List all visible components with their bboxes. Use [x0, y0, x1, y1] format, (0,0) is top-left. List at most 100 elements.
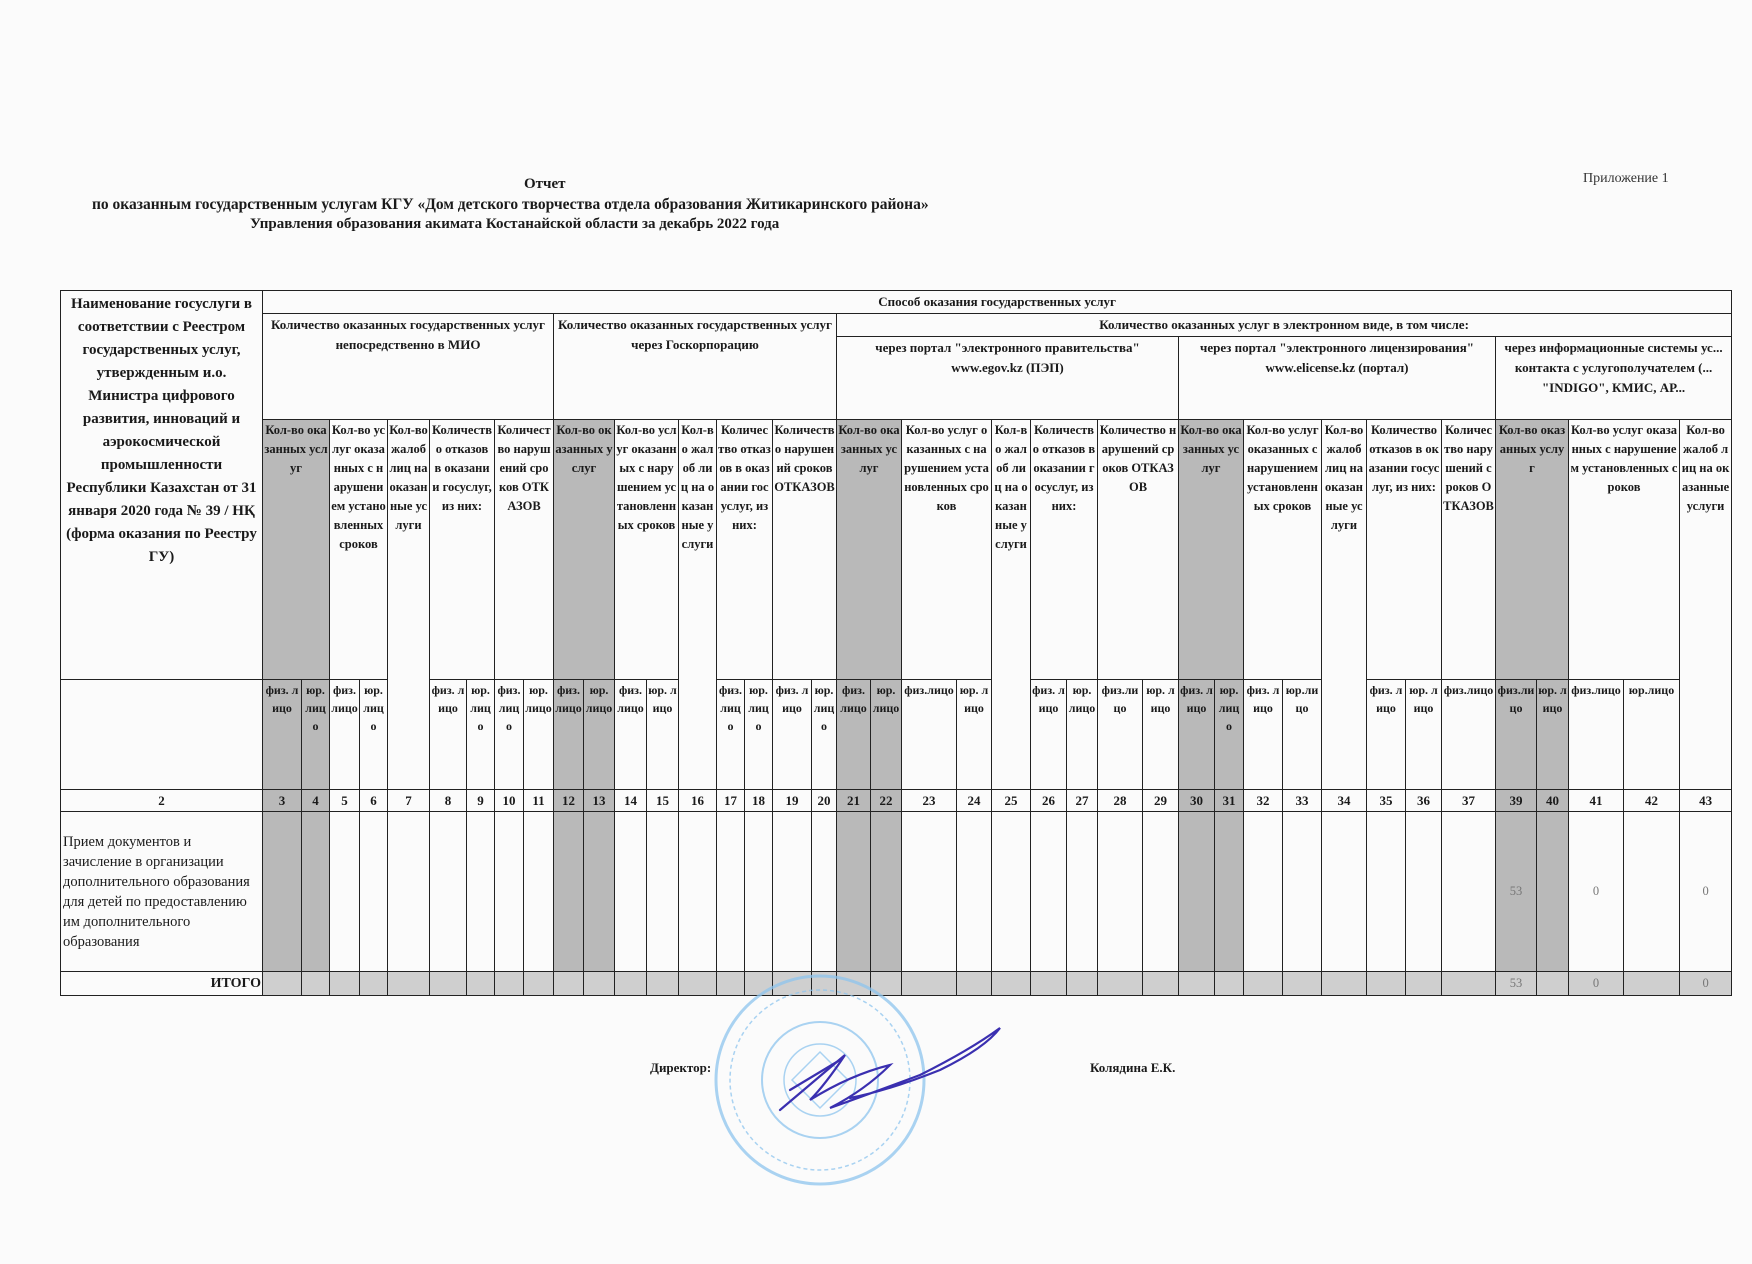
- column-number: 25: [991, 789, 1031, 812]
- col-header: Кол-во жалоб лиц на оказанные услуги: [678, 419, 717, 790]
- column-number: 35: [1366, 789, 1406, 812]
- value-cell: [359, 811, 388, 972]
- total-value: [583, 971, 615, 996]
- report-subtitle-line1: по оказанным государственным услугам КГУ…: [92, 196, 929, 213]
- column-number: 37: [1441, 789, 1496, 812]
- column-number: 5: [329, 789, 360, 812]
- person-type-label: юр.лицо: [1623, 679, 1680, 790]
- column-number: 39: [1495, 789, 1537, 812]
- column-number: 24: [956, 789, 992, 812]
- person-type-label: физ. лицо: [1243, 679, 1283, 790]
- subheader-row: физ. лицо юр. лицо физ. лицо юр. лицо физ. л…: [60, 679, 1732, 790]
- value-cell: [956, 811, 992, 972]
- value-cell: [1405, 811, 1442, 972]
- portal-egov-header: через портал "электронного правительства…: [836, 336, 1179, 420]
- column-number: 32: [1243, 789, 1283, 812]
- total-value: [956, 971, 992, 996]
- value-cell: [772, 811, 812, 972]
- person-type-label: юр.лицо: [1282, 679, 1322, 790]
- value-cell: [716, 811, 745, 972]
- col-header: Кол-во оказанных услуг: [262, 419, 330, 680]
- table-row: Прием документов и зачисление в организа…: [60, 811, 1733, 972]
- value-cell: [870, 811, 902, 972]
- person-type-label: юр. лицо: [1142, 679, 1179, 790]
- column-number: 20: [811, 789, 837, 812]
- person-type-label: физ. лицо: [836, 679, 871, 790]
- total-value: [553, 971, 584, 996]
- total-value: [1441, 971, 1496, 996]
- col-header: Кол-во жалоб лиц на оказанные услуги: [991, 419, 1031, 790]
- person-type-label: юр. лицо: [1405, 679, 1442, 790]
- value-cell: 53: [1495, 811, 1537, 972]
- column-number: 21: [836, 789, 871, 812]
- total-value: 53: [1495, 971, 1537, 996]
- report-title: Отчет: [524, 176, 566, 192]
- column-number: 34: [1321, 789, 1367, 812]
- person-type-label: юр. лицо: [1536, 679, 1569, 790]
- col-header: Количество отказов в оказании госуслуг, …: [1030, 419, 1098, 680]
- person-type-label: юр. лицо: [1214, 679, 1244, 790]
- person-type-label: физ.лицо: [1568, 679, 1624, 790]
- value-cell: [1066, 811, 1098, 972]
- value-cell: [1441, 811, 1496, 972]
- services-report-table: Наименование госуслуги в соответствии с …: [60, 290, 1733, 996]
- report-subtitle-line2: Управления образования акимата Костанайс…: [250, 216, 780, 232]
- column-number: 22: [870, 789, 902, 812]
- total-row: ИТОГО 53 0 0: [60, 971, 1733, 996]
- column-number-row: 2 3 4 5 6 7 8 9 10 11 12 13 14 15 16 17 18 19 20 21 22 23 24 25…: [60, 789, 1733, 812]
- person-type-label: физ. лицо: [429, 679, 467, 790]
- group-goscorp-header: Количество оказанных государственных усл…: [553, 313, 837, 420]
- column-number: 29: [1142, 789, 1179, 812]
- person-type-label: юр. лицо: [466, 679, 495, 790]
- column-number: 14: [614, 789, 647, 812]
- col-header: Количество нарушений сроков ОТКАЗОВ: [1441, 419, 1496, 680]
- column-number: 15: [646, 789, 679, 812]
- method-header: Способ оказания государственных услуг: [261, 290, 1733, 314]
- value-cell: [1366, 811, 1406, 972]
- total-value: [678, 971, 717, 996]
- total-value: [646, 971, 679, 996]
- total-value: [262, 971, 302, 996]
- value-cell: [301, 811, 330, 972]
- column-number: 11: [523, 789, 554, 812]
- value-cell: [494, 811, 524, 972]
- total-value: [1214, 971, 1244, 996]
- total-value: [1178, 971, 1215, 996]
- total-value: [494, 971, 524, 996]
- column-number: 19: [772, 789, 812, 812]
- director-name: Колядина Е.К.: [1090, 1060, 1176, 1075]
- col-header: Количество нарушений сроков ОТКАЗОВ: [1097, 419, 1179, 680]
- col-header: Количество нарушений сроков ОТКАЗОВ: [772, 419, 837, 680]
- appendix-label: Приложение 1: [1583, 171, 1669, 186]
- value-cell: [811, 811, 837, 972]
- column-number: 31: [1214, 789, 1244, 812]
- person-type-label: физ. лицо: [614, 679, 647, 790]
- col-header: Кол-во оказанных услуг: [836, 419, 902, 680]
- portal-elicense-header: через портал "электронного лицензировани…: [1178, 336, 1496, 420]
- person-type-label: юр. лицо: [359, 679, 388, 790]
- total-value: 0: [1678, 971, 1733, 996]
- person-type-label: физ. лицо: [716, 679, 745, 790]
- total-value: [359, 971, 388, 996]
- total-value: [466, 971, 495, 996]
- column-number: 4: [301, 789, 330, 812]
- column-number: 2: [60, 789, 263, 812]
- person-type-label: физ.лицо: [901, 679, 957, 790]
- person-type-label: физ. лицо: [1366, 679, 1406, 790]
- col-header: Кол-во услуг оказанных с нарушением уста…: [901, 419, 992, 680]
- column-number: 36: [1405, 789, 1442, 812]
- portal-info-systems-header: через информационные системы ус... конта…: [1494, 336, 1733, 420]
- value-cell: [429, 811, 467, 972]
- total-value: [1536, 971, 1569, 996]
- value-cell: [1623, 811, 1680, 972]
- value-cell: [991, 811, 1031, 972]
- col-header: Кол-во жалоб лиц на оказанные услуги: [1321, 419, 1367, 790]
- person-type-label: юр. лицо: [744, 679, 773, 790]
- value-cell: [262, 811, 302, 972]
- value-cell: [1282, 811, 1322, 972]
- person-type-label: физ.лицо: [1495, 679, 1537, 790]
- person-type-label: физ.лицо: [1441, 679, 1496, 790]
- person-type-label: юр. лицо: [811, 679, 837, 790]
- column-number: 7: [387, 789, 430, 812]
- col-header: Кол-во оказанных услуг: [1495, 419, 1569, 680]
